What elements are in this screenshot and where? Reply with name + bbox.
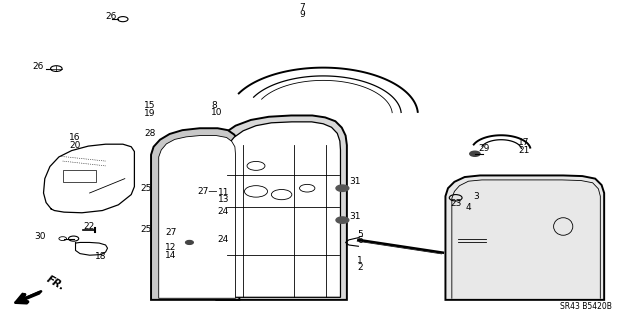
- Text: 6: 6: [357, 236, 363, 245]
- Text: 27: 27: [165, 228, 177, 237]
- Text: 2: 2: [357, 263, 363, 272]
- Text: SR43 B5420B: SR43 B5420B: [559, 302, 612, 311]
- Text: 5: 5: [357, 230, 363, 239]
- Text: 27—: 27—: [197, 187, 218, 196]
- Text: 31: 31: [349, 212, 360, 221]
- PathPatch shape: [216, 115, 347, 300]
- Text: 25: 25: [141, 225, 152, 234]
- Circle shape: [470, 151, 480, 156]
- Text: 23: 23: [451, 199, 462, 208]
- Text: 3: 3: [474, 192, 479, 201]
- PathPatch shape: [225, 122, 340, 297]
- Text: 1: 1: [357, 256, 363, 265]
- PathPatch shape: [151, 128, 239, 300]
- Text: 31: 31: [349, 177, 360, 186]
- Text: 14: 14: [165, 251, 177, 260]
- PathPatch shape: [159, 136, 236, 298]
- Text: 9: 9: [300, 10, 305, 19]
- Text: 19: 19: [144, 109, 156, 118]
- Bar: [63, 170, 96, 182]
- Text: 29: 29: [479, 144, 490, 153]
- Text: FR.: FR.: [45, 274, 67, 293]
- Text: 10: 10: [211, 108, 223, 117]
- PathPatch shape: [445, 175, 604, 300]
- Text: 12: 12: [165, 243, 177, 252]
- Text: 24: 24: [218, 235, 229, 244]
- Circle shape: [336, 217, 349, 223]
- Text: 18: 18: [95, 252, 106, 261]
- Text: 21: 21: [518, 146, 530, 155]
- Text: 11: 11: [218, 189, 229, 197]
- Text: 15: 15: [144, 101, 156, 110]
- Text: 8: 8: [211, 101, 217, 110]
- Text: 28: 28: [144, 130, 156, 138]
- Text: 7: 7: [300, 4, 305, 12]
- Text: 26: 26: [32, 62, 44, 71]
- Text: 30: 30: [35, 232, 46, 241]
- Circle shape: [186, 241, 193, 244]
- Text: 24: 24: [218, 207, 229, 216]
- Circle shape: [336, 185, 349, 191]
- Text: 26: 26: [106, 12, 117, 21]
- Text: 25: 25: [141, 184, 152, 193]
- Text: 4: 4: [466, 203, 472, 212]
- Text: 13: 13: [218, 195, 229, 204]
- Text: 22: 22: [83, 222, 95, 231]
- Text: 17: 17: [518, 138, 530, 147]
- Text: 20: 20: [69, 141, 81, 150]
- Text: 16: 16: [69, 133, 81, 142]
